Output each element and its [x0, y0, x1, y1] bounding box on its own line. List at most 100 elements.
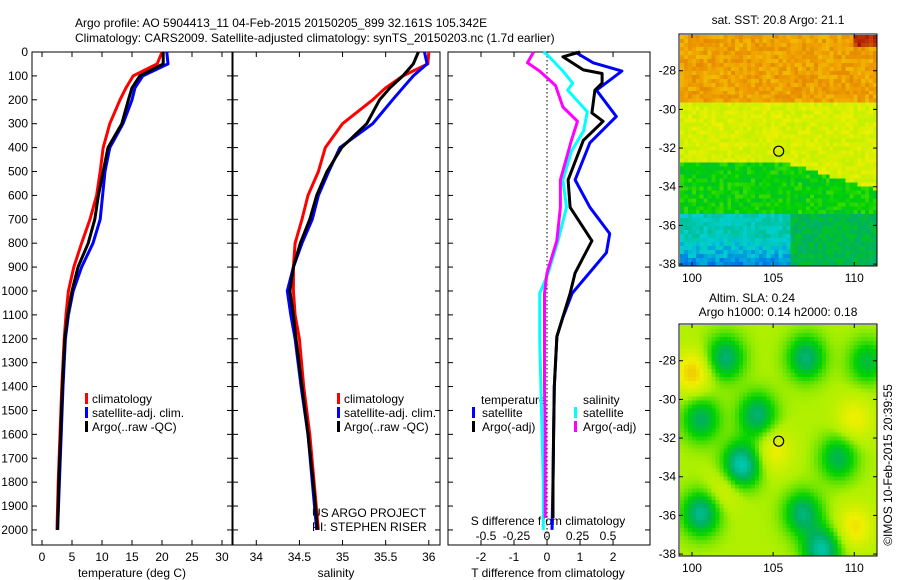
salinity-xlabel: salinity [318, 566, 355, 580]
y-tick-label: -38 [659, 257, 677, 271]
legend-label: climatology [92, 392, 152, 406]
copyright-timestamp: ©IMOS 10-Feb-2015 20:39:55 [881, 384, 895, 546]
temperature-xlabel: temperature (deg C) [78, 566, 186, 580]
y-tick-label: 100 [8, 69, 28, 83]
y-tick-label: 1700 [1, 451, 28, 465]
temperature-legend: climatology satellite-adj. clim. Argo(..… [85, 392, 184, 434]
legend-label: Argo(-adj) [482, 420, 535, 434]
legend-label: satellite [583, 406, 624, 420]
y-tick-label: 900 [8, 260, 28, 274]
difference-series-satellite [550, 50, 624, 530]
y-tick-label: -36 [659, 508, 677, 522]
difference-x2label: S difference from climatology [471, 514, 626, 528]
y-tick-label: 0 [21, 45, 28, 59]
x-tick-label: 5 [69, 550, 76, 564]
y-tick-label: 800 [8, 236, 28, 250]
argo-location-marker [773, 145, 785, 157]
salinity-series-argo-raw-qc- [288, 51, 420, 531]
temperature-axes-box [31, 51, 233, 546]
legend-swatch-argo [85, 421, 88, 432]
legend-header-temperature: temperature [481, 393, 546, 407]
salinity-legend: climatology satellite-adj. clim. Argo(..… [337, 392, 436, 434]
y-tick-label: -30 [659, 102, 677, 116]
legend-label: Argo(..raw -QC) [92, 420, 177, 434]
x-tick-label: 35.5 [374, 550, 398, 564]
y-tick-label: -38 [659, 547, 677, 561]
y-tick-label: 500 [8, 164, 28, 178]
legend-swatch-satellite [85, 407, 88, 418]
y-tick-label: 1200 [1, 332, 28, 346]
y-tick-label: 1900 [1, 499, 28, 513]
x-tick-label: -1 [509, 550, 520, 564]
x-tick-label: 110 [845, 561, 864, 575]
legend-label: climatology [344, 392, 404, 406]
sla-map-image [680, 325, 877, 556]
x-tick-label: 100 [682, 271, 702, 285]
y-tick-label: -36 [659, 218, 677, 232]
y-tick-label: -34 [659, 180, 677, 194]
x-tick-label: 105 [763, 561, 783, 575]
x2-tick-label: -0.25 [503, 529, 531, 543]
salinity-series-climatology [291, 51, 431, 531]
x-tick-label: 35 [336, 550, 350, 564]
legend-swatch-climatology [337, 393, 340, 404]
x-tick-label: 0 [544, 550, 551, 564]
legend-swatch-t-satellite [472, 407, 475, 418]
salinity-series-satellite-adj-clim- [285, 51, 429, 531]
x2-tick-label: 0.5 [600, 529, 617, 543]
credit-line-1: US ARGO PROJECT [312, 506, 427, 520]
x-tick-label: 105 [763, 271, 783, 285]
y-tick-label: 1600 [1, 427, 28, 441]
legend-label: Argo(-adj) [583, 420, 636, 434]
x-tick-label: 10 [95, 550, 109, 564]
x-tick-label: 110 [845, 271, 864, 285]
y-tick-label: -28 [659, 64, 677, 78]
difference-series-satellite [538, 50, 589, 530]
x-tick-label: 36 [422, 550, 436, 564]
title-line-1: Argo profile: AO 5904413_11 04-Feb-2015 … [75, 16, 487, 30]
y-tick-label: 700 [8, 212, 28, 226]
y-tick-label: 200 [8, 93, 28, 107]
x-tick-label: 34.5 [288, 550, 312, 564]
y-tick-label: 1800 [1, 475, 28, 489]
x-tick-label: 15 [125, 550, 139, 564]
sst-map-axes-box [678, 33, 878, 267]
legend-swatch-s-argo [574, 421, 577, 432]
legend-swatch-s-satellite [574, 407, 577, 418]
x-tick-label: 2 [610, 550, 617, 564]
y-tick-label: 2000 [1, 523, 28, 537]
x2-tick-label: 0.25 [566, 529, 590, 543]
credit-line-2: PI: STEPHEN RISER [312, 520, 427, 534]
x-tick-label: 20 [155, 550, 169, 564]
sla-map-title: Altim. SLA: 0.24 [709, 291, 795, 305]
y-tick-label: -28 [659, 354, 677, 368]
argo-location-marker [773, 435, 785, 447]
temperature-series-satellite-adj-clim- [56, 51, 170, 530]
y-tick-label: 600 [8, 188, 28, 202]
x-tick-label: 30 [215, 550, 229, 564]
x-tick-label: 25 [185, 550, 199, 564]
y-tick-label: -34 [659, 470, 677, 484]
legend-label: satellite-adj. clim. [92, 406, 184, 420]
difference-axes-box [447, 51, 651, 546]
x-tick-label: 100 [682, 561, 702, 575]
y-tick-label: 400 [8, 141, 28, 155]
y-tick-label: -30 [659, 392, 677, 406]
y-tick-label: -32 [659, 141, 677, 155]
temperature-series-argo-raw-qc- [56, 52, 165, 530]
y-tick-label: -32 [659, 431, 677, 445]
legend-label: satellite-adj. clim. [344, 406, 436, 420]
difference-series-argo-adj- [551, 50, 605, 518]
salinity-axes-box [232, 51, 441, 546]
x2-tick-label: -0.5 [476, 529, 497, 543]
legend-swatch-climatology [85, 393, 88, 404]
sla-map-axes-box [678, 323, 878, 557]
difference-series-argo-adj- [526, 51, 579, 518]
x-tick-label: 34 [250, 550, 264, 564]
x-tick-label: 0 [39, 550, 46, 564]
x-tick-label: -2 [476, 550, 487, 564]
y-tick-label: 1100 [2, 308, 28, 322]
x-tick-label: 1 [577, 550, 584, 564]
y-tick-label: 1500 [1, 403, 28, 417]
